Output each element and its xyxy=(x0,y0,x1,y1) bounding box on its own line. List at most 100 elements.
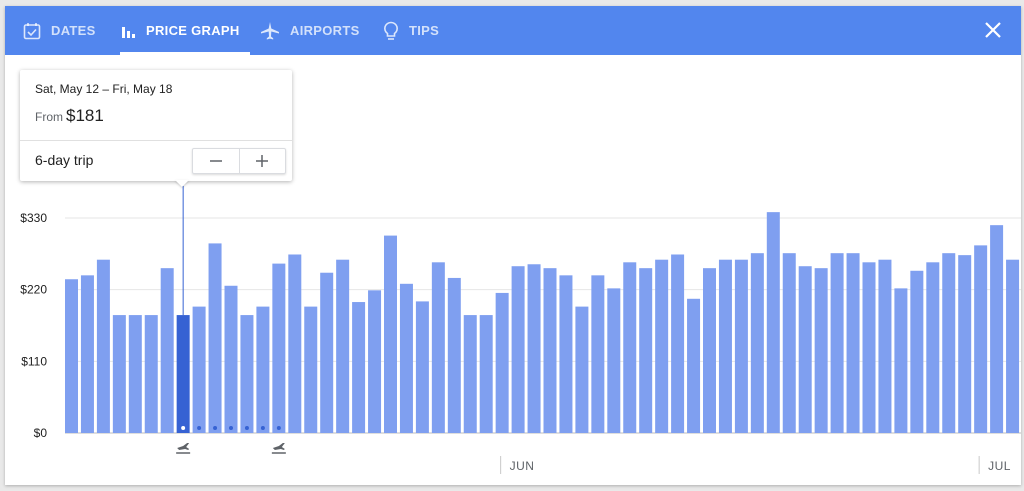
price-bar xyxy=(750,253,764,433)
selected-price-bar xyxy=(176,315,190,433)
price-bar xyxy=(942,253,956,433)
price-bar xyxy=(256,306,270,433)
tab-price-graph-label: PRICE GRAPH xyxy=(146,23,240,38)
price-bar xyxy=(671,254,685,433)
price-bar xyxy=(96,259,110,433)
price-bar xyxy=(320,272,334,433)
trip-day-dot xyxy=(213,426,218,430)
price-bar xyxy=(65,279,78,433)
price-bar-chart: $0 $110 $220 $330 JUN JUL xyxy=(20,186,1021,474)
tab-price-graph[interactable]: PRICE GRAPH xyxy=(120,6,250,55)
price-bar xyxy=(830,253,844,433)
trip-day-dot xyxy=(244,426,249,430)
price-bar xyxy=(112,315,126,433)
price-bar xyxy=(479,315,493,433)
price-bar xyxy=(543,268,557,433)
price-bar xyxy=(463,315,477,433)
price-bar xyxy=(415,301,429,433)
tab-airports-label: AIRPORTS xyxy=(290,23,360,38)
tab-tips[interactable]: TIPS xyxy=(383,6,439,55)
price-bar xyxy=(990,225,1004,433)
price-bar xyxy=(575,306,589,433)
close-icon[interactable] xyxy=(983,20,1003,40)
bar-chart-icon xyxy=(122,26,135,38)
tab-airports[interactable]: AIRPORTS xyxy=(260,6,360,55)
departure-plane-icon xyxy=(176,443,191,454)
y-tick-label: $110 xyxy=(21,354,47,368)
price-bar xyxy=(655,259,669,433)
price-bar xyxy=(1006,259,1020,433)
price-bar xyxy=(926,262,940,433)
price-bar xyxy=(399,283,413,433)
price-bar xyxy=(368,290,382,433)
lightbulb-icon xyxy=(384,21,398,40)
price-bar xyxy=(958,255,972,433)
price-bar xyxy=(846,253,860,433)
selected-date-popup: Sat, May 12 – Fri, May 18 From $181 6-day… xyxy=(20,70,292,181)
minus-icon xyxy=(209,160,222,162)
price-bar xyxy=(240,315,254,433)
price-bar xyxy=(527,264,541,433)
popup-from-label: From xyxy=(35,110,63,124)
price-bar xyxy=(974,245,988,433)
popup-divider xyxy=(20,140,292,141)
price-bar xyxy=(591,275,605,433)
price-bar xyxy=(687,298,701,433)
tab-dates[interactable]: DATES xyxy=(23,6,96,55)
price-bar xyxy=(160,268,174,433)
trip-day-dot xyxy=(197,426,202,430)
price-bar xyxy=(798,266,812,433)
trip-length-stepper xyxy=(192,148,286,174)
price-bar xyxy=(447,277,461,433)
popup-price-value: $181 xyxy=(66,106,104,125)
popup-price: From $181 xyxy=(35,106,104,126)
price-bar xyxy=(910,270,924,433)
calendar-check-icon xyxy=(23,22,41,39)
price-bar xyxy=(384,235,397,433)
price-bar xyxy=(623,262,637,433)
price-bar xyxy=(431,262,445,433)
price-bar xyxy=(862,262,876,433)
y-tick-label: $0 xyxy=(34,426,48,440)
price-bar xyxy=(224,285,238,433)
price-bar xyxy=(559,275,573,433)
decrease-trip-button[interactable] xyxy=(193,149,240,173)
tab-dates-label: DATES xyxy=(51,23,96,38)
plus-icon xyxy=(256,155,269,167)
price-bar xyxy=(352,302,366,433)
x-tick-label: JUN xyxy=(510,459,535,473)
price-bar xyxy=(894,288,908,433)
popup-date-range: Sat, May 12 – Fri, May 18 xyxy=(35,82,173,96)
price-bar xyxy=(766,212,780,433)
trip-length-label: 6-day trip xyxy=(35,152,94,168)
price-bar xyxy=(718,259,732,433)
price-bar xyxy=(814,268,828,433)
price-bar xyxy=(639,268,653,433)
tab-tips-label: TIPS xyxy=(409,23,440,38)
trip-day-dot xyxy=(181,426,186,430)
price-bar xyxy=(80,275,94,433)
price-bar xyxy=(607,288,621,433)
y-tick-label: $220 xyxy=(20,283,47,297)
price-bar xyxy=(495,292,509,433)
price-bar xyxy=(272,263,286,433)
y-tick-label: $330 xyxy=(20,211,47,225)
price-graph-panel: $0 $110 $220 $330 JUN JUL DATES PRICE GRAPH A… xyxy=(5,6,1021,485)
price-bar xyxy=(734,259,748,433)
price-bar xyxy=(878,259,892,433)
price-bar xyxy=(336,259,350,433)
popup-pointer xyxy=(175,180,189,187)
price-bar xyxy=(511,266,525,433)
top-tab-bar: DATES PRICE GRAPH AIRPORTS TIPS xyxy=(5,6,1021,55)
price-bar xyxy=(208,243,222,433)
return-plane-icon xyxy=(271,443,286,454)
x-tick-label: JUL xyxy=(988,459,1011,473)
price-bar xyxy=(782,253,796,433)
price-bar xyxy=(144,315,158,433)
price-bar xyxy=(288,254,302,433)
price-bar xyxy=(128,315,142,433)
price-bar xyxy=(304,306,318,433)
airplane-icon xyxy=(261,21,279,39)
trip-day-dot xyxy=(229,426,233,430)
increase-trip-button[interactable] xyxy=(240,149,286,173)
